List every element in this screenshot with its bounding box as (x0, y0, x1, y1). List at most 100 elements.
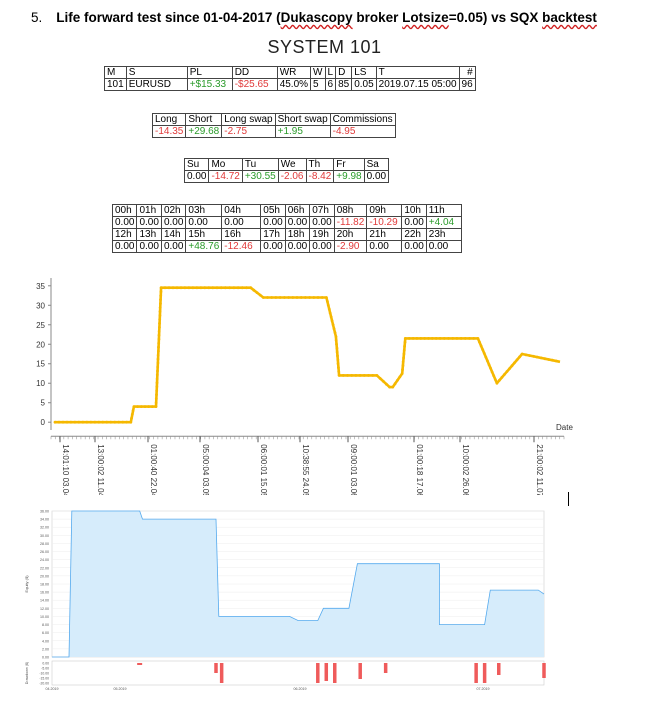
data-point (252, 288, 256, 292)
data-point (513, 361, 516, 365)
header-cell: # (458, 66, 476, 79)
y-tick-label: 18.00 (40, 583, 49, 587)
header-cell: 18h (284, 228, 311, 241)
data-point (155, 393, 158, 397)
value-cell: 0.00 (363, 170, 390, 183)
data-point (419, 337, 423, 340)
value-cell: +4.04 (425, 216, 462, 229)
data-point (154, 401, 158, 405)
data-point (484, 355, 488, 359)
data-point (224, 286, 227, 290)
data-point (154, 405, 158, 408)
x-tick-label: 01:00:18 17.06 (415, 444, 424, 495)
data-point (81, 420, 85, 424)
data-point (500, 376, 504, 379)
data-point (403, 344, 406, 348)
data-point (328, 311, 332, 315)
value-cell: 45.0% (276, 78, 312, 91)
y-tick-label: 10.00 (40, 615, 49, 619)
header-cell: 21h (366, 228, 403, 241)
data-point (396, 378, 399, 382)
value-cell: -4.95 (329, 125, 396, 138)
data-point (381, 379, 385, 383)
x-tick-label: 13:00:02 11.04 (96, 444, 105, 495)
value-cell: 0.00 (260, 216, 286, 229)
data-point (240, 286, 244, 290)
x-tick-label: 05:00:04 03.05 (201, 444, 210, 495)
data-point (159, 302, 162, 305)
data-point (400, 372, 404, 375)
drawdown-plot-frame (51, 660, 545, 686)
hours-header-row-2: 12h 13h 14h 15h 16h 17h 18h 19h 20h 21h … (111, 228, 462, 241)
header-cell: 04h (221, 204, 262, 217)
value-cell: EURUSD (125, 78, 188, 91)
data-point (195, 286, 199, 290)
y-tick-label: 12.00 (40, 607, 49, 611)
data-point (219, 286, 223, 290)
data-point (156, 361, 160, 365)
value-cell: -12.46 (221, 240, 262, 253)
data-point (455, 337, 459, 340)
header-cell: W (310, 66, 326, 79)
data-point (438, 337, 442, 340)
data-point (478, 340, 481, 344)
system-title: SYSTEM 101 (267, 37, 382, 57)
equity-line (55, 286, 561, 424)
y-tick-label: 35 (36, 282, 45, 291)
y-tick-label: 0.00 (42, 656, 49, 660)
drawdown-bar (324, 663, 329, 681)
data-point (159, 294, 163, 298)
hours-value-row-1: 0.00 0.00 0.00 0.00 0.00 0.00 0.00 0.00 … (111, 216, 462, 229)
data-point (156, 353, 160, 357)
data-point (354, 374, 358, 377)
data-point (130, 413, 134, 416)
data-point (295, 296, 299, 299)
data-point (236, 286, 240, 290)
header-cell: S (125, 66, 188, 79)
data-point (401, 360, 405, 364)
weekday-header-row: Su Mo Tu We Th Fr Sa (183, 158, 390, 171)
y-tick-label: 26.00 (40, 550, 49, 554)
data-point (109, 420, 113, 424)
data-point (121, 420, 125, 424)
data-point (481, 348, 485, 351)
data-point (371, 374, 375, 377)
header-cell: 22h (401, 228, 427, 241)
value-cell: 0.00 (366, 240, 403, 253)
data-point (498, 378, 501, 382)
data-point (325, 296, 328, 299)
data-point (155, 377, 159, 381)
header-cell: Short swap (274, 113, 331, 126)
data-point (487, 363, 491, 366)
data-point (503, 373, 506, 376)
data-point (130, 416, 133, 420)
y-tick-label: 32.00 (40, 526, 49, 530)
y-tick-label: 20 (36, 340, 45, 349)
x-tick-label: 06.2019 (294, 687, 307, 691)
y-tick-label: -15.00 (39, 677, 49, 681)
data-point (171, 286, 175, 290)
data-point (129, 420, 133, 424)
data-point (451, 337, 455, 340)
data-point (337, 366, 340, 369)
data-point (403, 337, 407, 340)
value-cell: -14.72 (208, 170, 243, 183)
data-point (327, 307, 331, 311)
header-cell: 19h (309, 228, 335, 241)
data-point (415, 337, 419, 340)
data-point (326, 300, 329, 303)
value-cell: 0.00 (136, 240, 162, 253)
data-point (320, 296, 324, 299)
long-short-table: Long Short Long swap Short swap Commissi… (151, 113, 396, 138)
data-point (336, 362, 340, 366)
data-point (157, 349, 160, 353)
data-point (510, 364, 514, 368)
long-short-value-row: -14.35 +29.68 -2.75 +1.95 -4.95 (151, 125, 396, 138)
data-point (495, 381, 499, 385)
data-point (157, 341, 161, 345)
x-tick-label: 04.2019 (46, 687, 59, 691)
value-cell: 2019.07.15 05:00 (375, 78, 460, 91)
data-point (329, 315, 333, 319)
header-cell: We (277, 158, 307, 171)
data-point (139, 405, 143, 408)
